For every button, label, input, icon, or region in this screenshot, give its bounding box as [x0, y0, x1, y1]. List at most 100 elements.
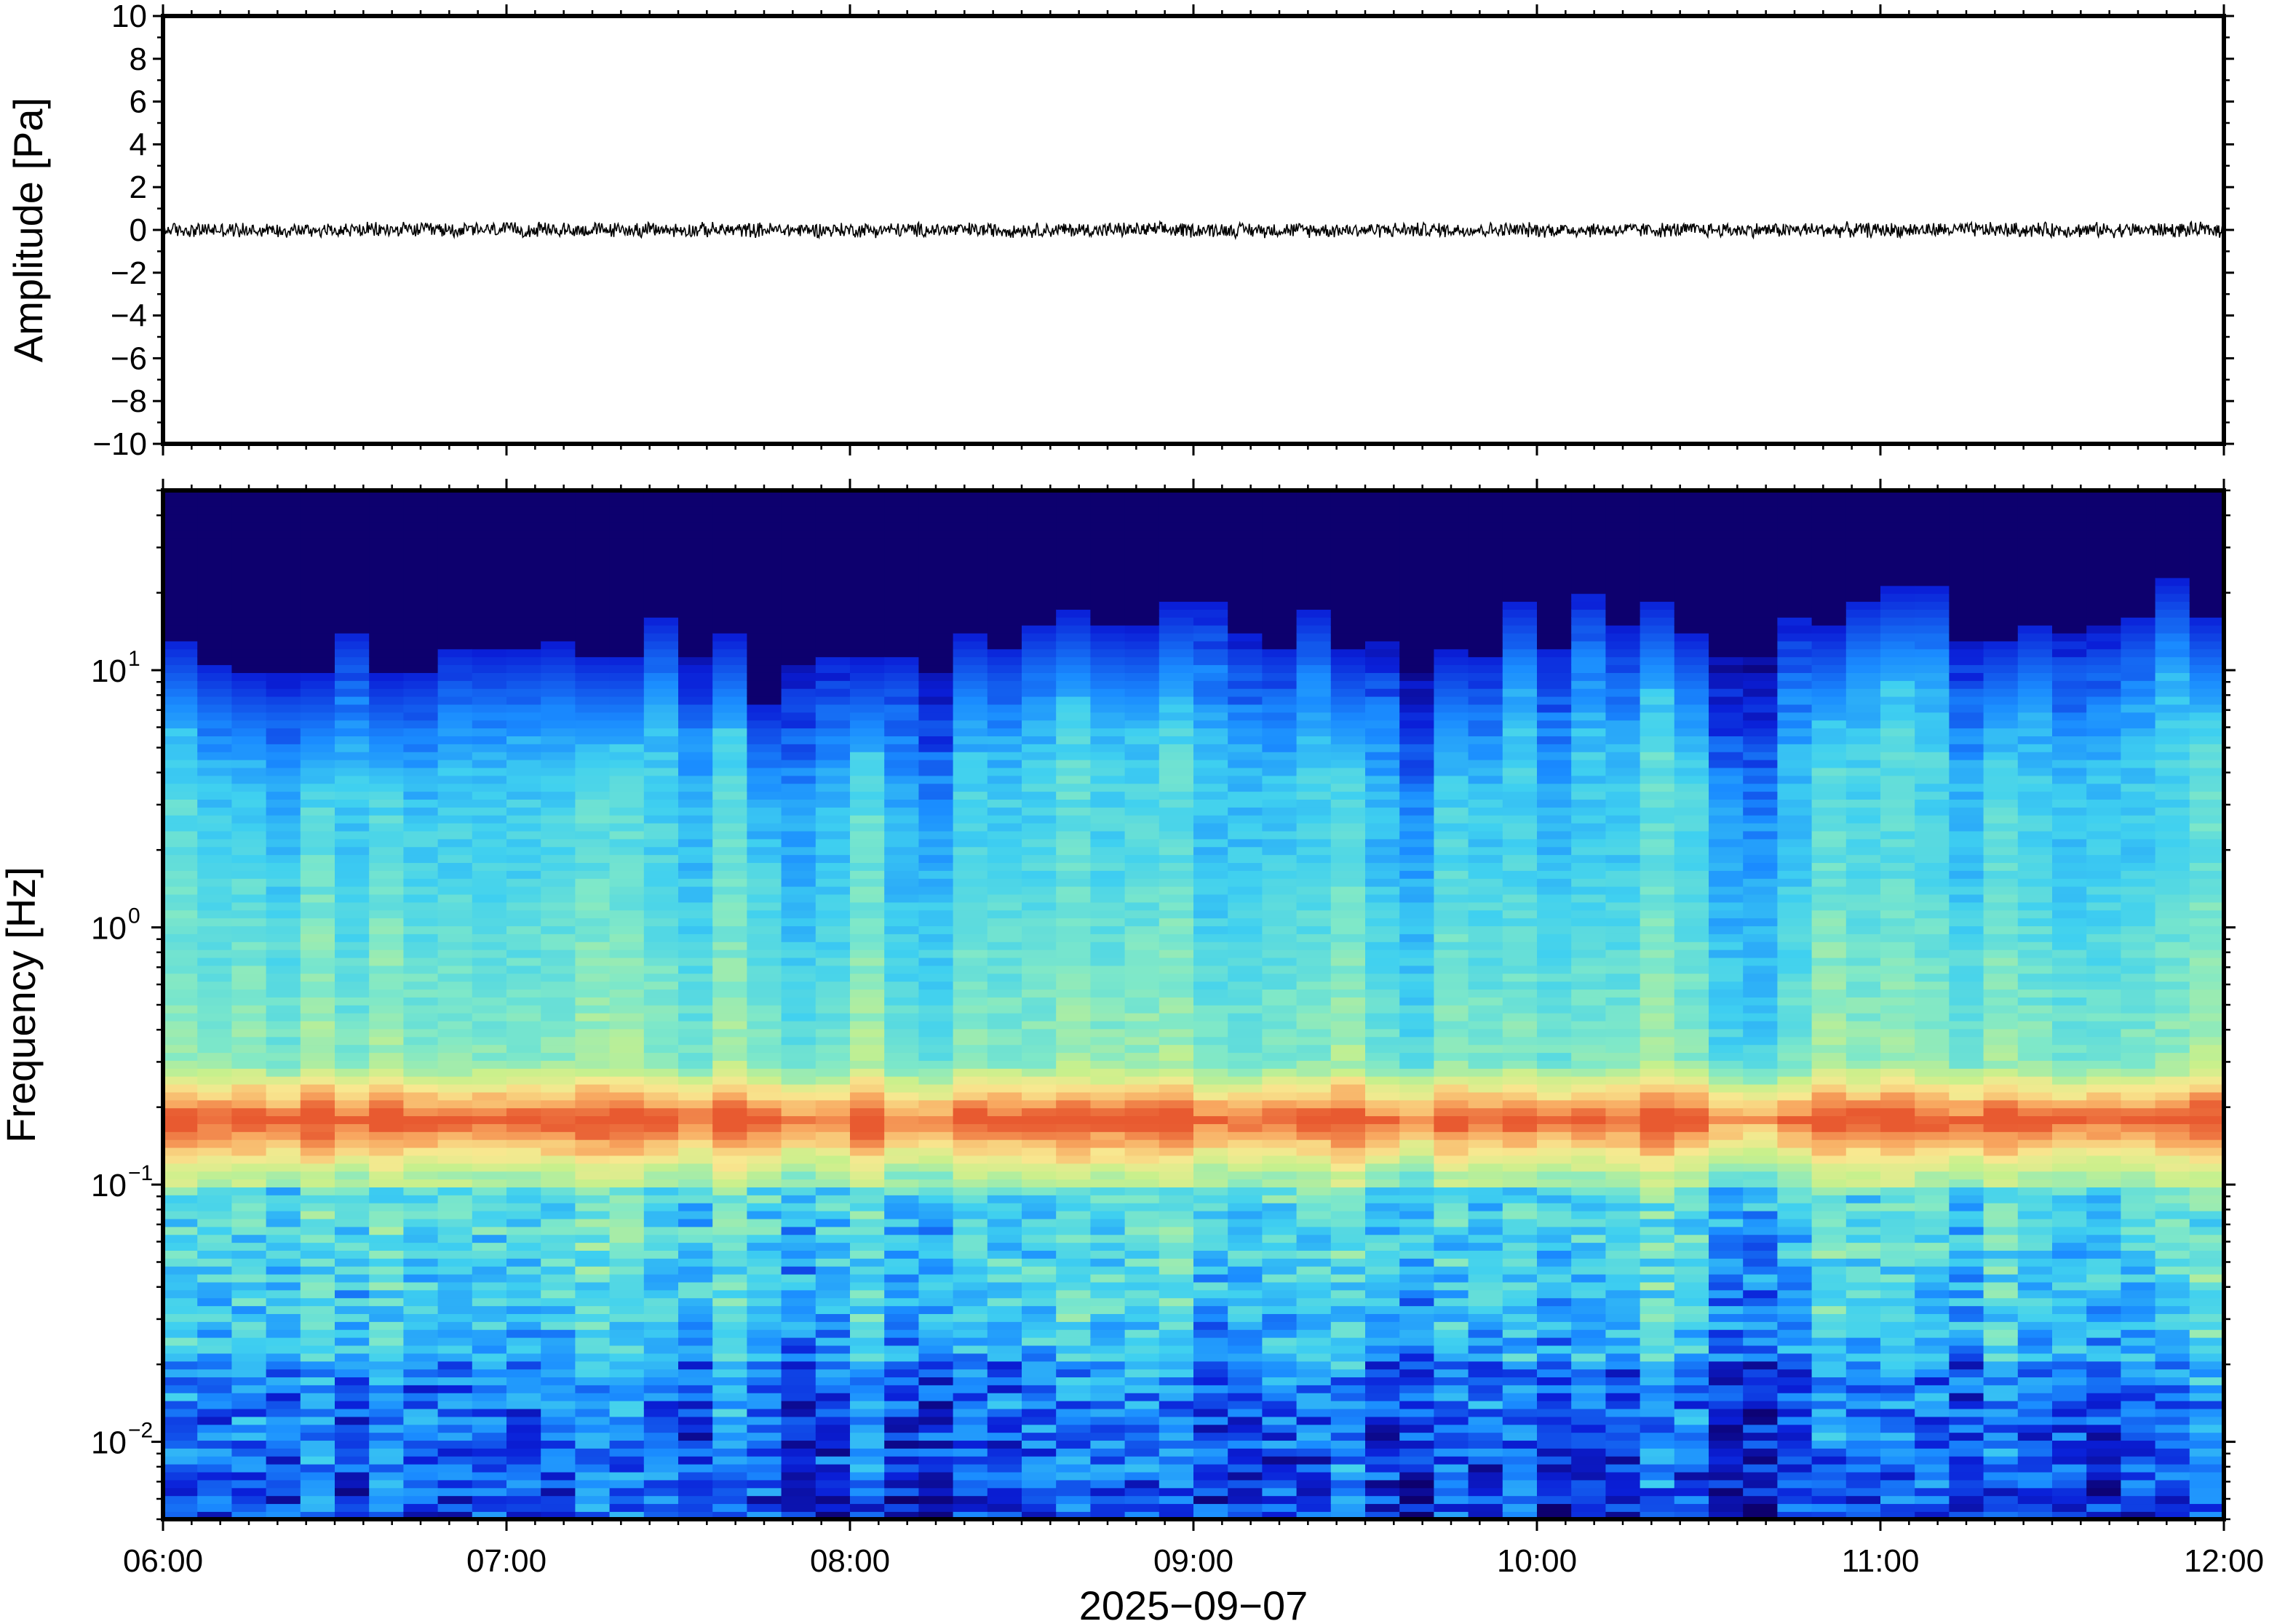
spectrogram-cell [1159, 1171, 1194, 1180]
spectrogram-cell [403, 617, 439, 626]
spectrogram-cell [850, 941, 885, 950]
spectrogram-cell [884, 1329, 920, 1338]
spectrogram-cell [541, 720, 576, 729]
spectrogram-cell [1124, 1123, 1160, 1132]
spectrogram-cell [678, 554, 713, 562]
spectrogram-cell [197, 1012, 233, 1022]
spectrogram-cell [643, 1044, 679, 1054]
spectrogram-cell [300, 546, 335, 554]
spectrogram-cell [1056, 1297, 1092, 1307]
spectrogram-cell [678, 1083, 713, 1093]
spectrogram-cell [1228, 648, 1263, 658]
spectrogram-cell [335, 1385, 370, 1393]
spectrogram-cell [163, 1139, 198, 1148]
spectrogram-cell [266, 814, 301, 824]
spectrogram-cell [541, 846, 576, 856]
spectrogram-cell [643, 736, 679, 744]
spectrogram-cell [1124, 1289, 1160, 1299]
spectrogram-cell [197, 656, 233, 666]
spectrogram-cell [575, 593, 611, 602]
spectrogram-cell [918, 1083, 954, 1093]
spectrogram-cell [541, 1218, 576, 1227]
spectrogram-cell [1262, 799, 1298, 808]
spectrogram-cell [1022, 561, 1057, 570]
spectrogram-cell [541, 957, 576, 966]
spectrogram-cell [1022, 664, 1057, 673]
spectrogram-cell [1296, 1107, 1332, 1117]
spectrogram-cell [197, 1305, 233, 1314]
spectrogram-cell [472, 775, 507, 784]
spectrogram-cell [1262, 1099, 1298, 1109]
spectrogram-cell [335, 1147, 370, 1156]
spectrogram-cell [472, 498, 507, 507]
spectrogram-cell [197, 1083, 233, 1093]
spectrogram-cell [884, 1321, 920, 1330]
spectrogram-cell [1090, 554, 1126, 562]
spectrogram-cell [884, 1075, 920, 1085]
spectrogram-cell [403, 1487, 439, 1497]
spectrogram-cell [335, 1099, 370, 1109]
spectrogram-cell [1124, 941, 1160, 950]
spectrogram-cell [300, 624, 335, 634]
spectrogram-cell [1262, 561, 1298, 570]
spectrogram-cell [884, 1463, 920, 1473]
spectrogram-cell [884, 1281, 920, 1291]
spectrogram-cell [403, 728, 439, 736]
spectrogram-cell [1399, 720, 1435, 729]
spectrogram-cell [747, 997, 782, 1006]
spectrogram-cell [541, 1068, 576, 1077]
spectrogram-cell [850, 1455, 885, 1465]
spectrogram-cell [884, 1392, 920, 1401]
spectrogram-cell [1124, 1028, 1160, 1038]
spectrogram-cell [197, 1068, 233, 1077]
spectrogram-cell [1056, 506, 1092, 515]
spectrogram-cell [1296, 783, 1332, 792]
spectrogram-cell [231, 1075, 267, 1085]
spectrogram-cell [1159, 814, 1194, 824]
spectrogram-cell [918, 1281, 954, 1291]
spectrogram-cell [300, 1479, 335, 1489]
spectrogram-cell [1090, 775, 1126, 784]
spectrogram-cell [266, 846, 301, 856]
spectrogram-cell [747, 522, 782, 531]
spectrogram-cell [1296, 1020, 1332, 1030]
spectrogram-cell [1365, 1273, 1400, 1283]
spectrogram-cell [369, 1432, 405, 1441]
spectrogram-cell [1159, 1273, 1194, 1283]
spectrogram-cell [781, 862, 816, 871]
spectrogram-cell [1193, 1147, 1228, 1156]
spectrogram-cell [437, 1091, 473, 1101]
spectrogram-cell [506, 1495, 541, 1505]
spectrogram-cell [300, 759, 335, 768]
spectrogram-cell [609, 585, 645, 594]
spectrogram-cell [815, 1424, 851, 1433]
spectrogram-cell [437, 593, 473, 602]
spectrogram-cell [1124, 1131, 1160, 1140]
spectrogram-cell [781, 885, 816, 895]
spectrogram-cell [1159, 744, 1194, 752]
spectrogram-cell [1228, 1147, 1263, 1156]
spectrogram-cell [197, 783, 233, 792]
spectrogram-cell [472, 585, 507, 594]
spectrogram-cell [335, 1115, 370, 1124]
spectrogram-cell [918, 791, 954, 800]
spectrogram-cell [403, 1187, 439, 1195]
spectrogram-cell [369, 1242, 405, 1251]
spectrogram-cell [953, 688, 988, 697]
spectrogram-cell [678, 783, 713, 792]
spectrogram-cell [163, 1195, 198, 1203]
spectrogram-cell [1090, 799, 1126, 808]
spectrogram-cell [437, 1068, 473, 1077]
spectrogram-cell [815, 1495, 851, 1505]
spectrogram-cell [1399, 736, 1435, 744]
spectrogram-cell [953, 1440, 988, 1449]
spectrogram-cell [609, 514, 645, 523]
spectrogram-cell [1262, 1083, 1298, 1093]
spectrogram-cell [231, 514, 267, 523]
spectrogram-cell [781, 981, 816, 990]
spectrogram-cell [953, 1361, 988, 1370]
spectrogram-cell [1056, 1075, 1092, 1085]
spectrogram-cell [1056, 885, 1092, 895]
spectrogram-cell [712, 846, 748, 856]
spectrogram-cell [884, 593, 920, 602]
